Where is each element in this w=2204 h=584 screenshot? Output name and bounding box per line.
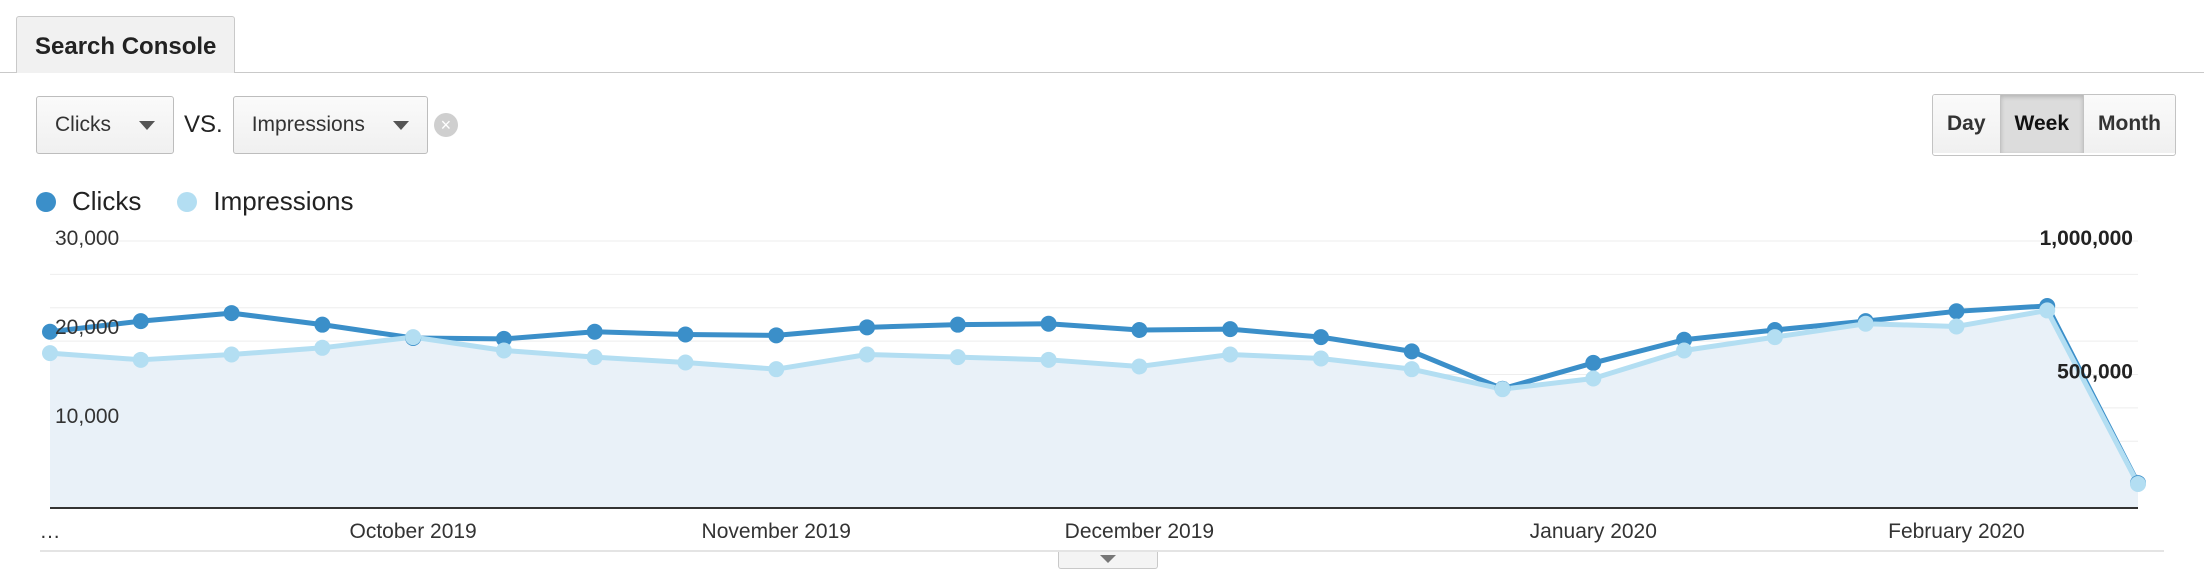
impressions-point xyxy=(1948,318,1965,335)
clicks-point xyxy=(677,326,694,343)
x-tick-label: … xyxy=(40,520,61,543)
clicks-point xyxy=(586,323,603,340)
clicks-point xyxy=(495,330,512,347)
impressions-point xyxy=(1676,342,1693,359)
impressions-point xyxy=(2130,475,2146,492)
impressions-point xyxy=(1857,315,1874,332)
impressions-point xyxy=(2039,302,2056,319)
legend-label-impressions: Impressions xyxy=(213,186,354,216)
metric-controls: Clicks VS. Impressions × xyxy=(36,94,458,156)
impressions-point xyxy=(949,349,966,366)
y-right-tick-label: 1,000,000 xyxy=(2040,227,2133,250)
clicks-point xyxy=(314,316,331,333)
legend-dot-clicks xyxy=(36,191,56,212)
impressions-point xyxy=(223,346,240,363)
clicks-point xyxy=(768,327,785,344)
impressions-point xyxy=(1040,351,1057,368)
tab-underline xyxy=(0,72,2204,73)
impressions-point xyxy=(859,346,876,363)
clicks-point xyxy=(1948,303,1965,320)
impressions-point xyxy=(1403,361,1420,378)
clicks-point xyxy=(1403,343,1420,360)
clicks-point xyxy=(1585,354,1602,371)
clicks-point xyxy=(132,313,149,330)
chevron-down-icon xyxy=(139,120,155,130)
y-left-tick-label: 20,000 xyxy=(55,316,119,339)
impressions-point xyxy=(1585,370,1602,387)
x-tick-label: November 2019 xyxy=(702,520,851,543)
metric1-dropdown[interactable]: Clicks xyxy=(36,96,174,154)
impressions-point xyxy=(495,342,512,359)
clicks-point xyxy=(1131,322,1148,338)
legend-item-impressions[interactable]: Impressions xyxy=(177,186,354,217)
granularity-toggle: Day Week Month xyxy=(1932,94,2176,156)
legend-dot-impressions xyxy=(177,191,198,212)
impressions-area xyxy=(50,310,2138,508)
impressions-point xyxy=(1312,350,1329,367)
clear-comparison-icon[interactable]: × xyxy=(433,113,458,137)
clicks-line xyxy=(49,303,2141,485)
tab-bar: Search Console xyxy=(0,0,2204,74)
impressions-point xyxy=(132,351,149,368)
x-tick-label: October 2019 xyxy=(349,520,476,543)
impressions-point xyxy=(314,339,331,356)
clicks-point xyxy=(949,316,966,333)
vs-label: VS. xyxy=(184,111,223,138)
clicks-point xyxy=(859,319,876,336)
clicks-point xyxy=(42,323,58,340)
legend-item-clicks[interactable]: Clicks xyxy=(36,186,141,217)
clicks-point xyxy=(1040,315,1057,332)
y-left-tick-label: 30,000 xyxy=(55,227,119,250)
impressions-point xyxy=(1766,329,1783,346)
week-button[interactable]: Week xyxy=(2000,95,2085,153)
metric2-dropdown[interactable]: Impressions xyxy=(232,96,428,154)
chevron-down-icon xyxy=(1100,555,1116,563)
clicks-point xyxy=(1222,321,1239,338)
impressions-point xyxy=(1222,346,1239,363)
month-button[interactable]: Month xyxy=(2084,95,2175,153)
legend-label-clicks: Clicks xyxy=(72,186,142,216)
impressions-point xyxy=(42,345,58,362)
clicks-point xyxy=(223,305,240,322)
day-button[interactable]: Day xyxy=(1933,95,2001,153)
chevron-down-icon xyxy=(392,120,409,130)
x-tick-label: January 2020 xyxy=(1530,520,1657,543)
impressions-point xyxy=(1131,358,1148,375)
x-tick-label: December 2019 xyxy=(1065,520,1214,543)
tab-search-console[interactable]: Search Console xyxy=(16,16,236,73)
metric1-label: Clicks xyxy=(55,113,111,136)
chart-legend: Clicks Impressions xyxy=(36,186,390,217)
impressions-point xyxy=(677,354,694,371)
expand-chart-handle[interactable] xyxy=(1058,552,1158,569)
impressions-point xyxy=(405,329,422,346)
impressions-line xyxy=(49,307,2141,486)
y-left-tick-label: 10,000 xyxy=(55,405,119,428)
impressions-point xyxy=(586,349,603,366)
x-tick-label: February 2020 xyxy=(1888,520,2025,543)
impressions-point xyxy=(768,361,785,378)
metric2-label: Impressions xyxy=(251,113,365,136)
impressions-point xyxy=(1494,381,1511,398)
clicks-point xyxy=(1312,329,1329,346)
y-right-tick-label: 500,000 xyxy=(2057,361,2133,384)
